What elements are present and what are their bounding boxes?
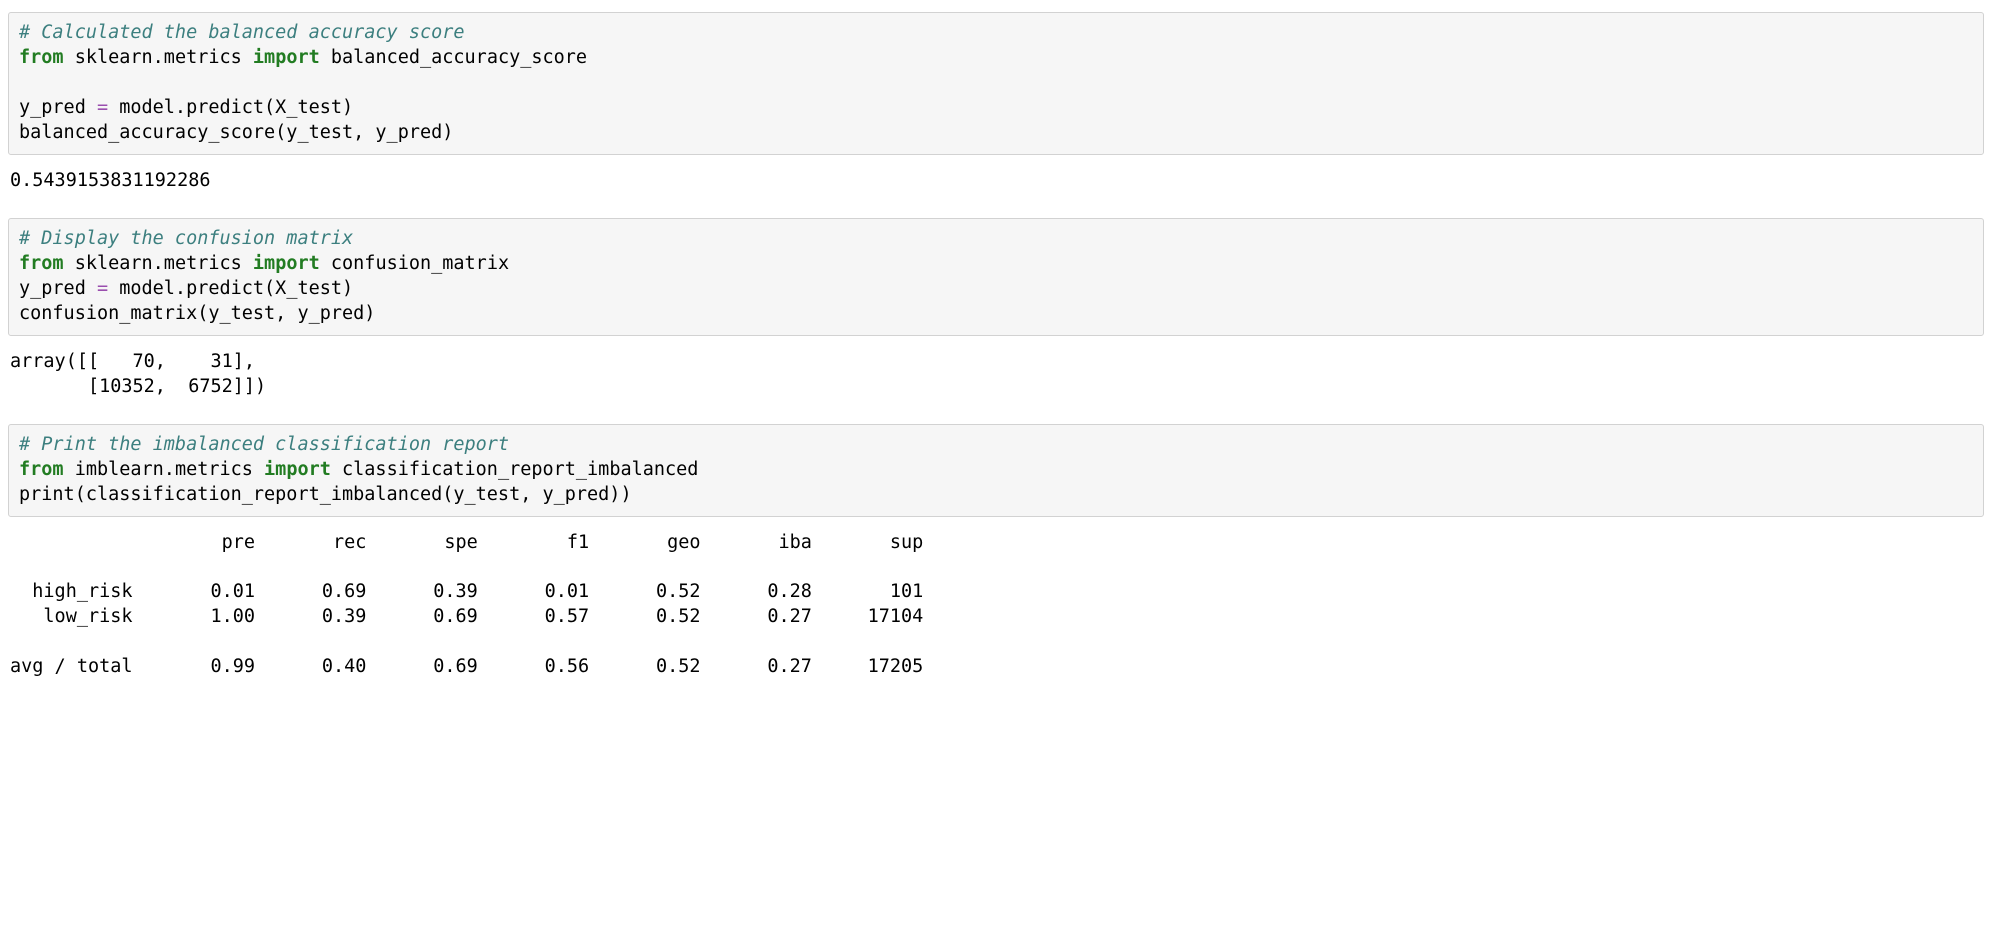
code-text: y_pred	[19, 97, 97, 118]
code-text: confusion_matrix(y_test, y_pred)	[19, 303, 375, 324]
code-cell-1-content: # Calculated the balanced accuracy score…	[19, 21, 1973, 146]
report-header: pre rec spe f1 geo iba sup	[10, 532, 923, 553]
code-cell-3: # Print the imbalanced classification re…	[8, 424, 1984, 517]
keyword-import: import	[253, 253, 320, 274]
output-line: array([[ 70, 31],	[10, 351, 255, 372]
code-cell-2-content: # Display the confusion matrix from skle…	[19, 227, 1973, 327]
import-name: confusion_matrix	[320, 253, 509, 274]
comment-line: # Display the confusion matrix	[19, 228, 353, 249]
keyword-from: from	[19, 459, 64, 480]
code-text: y_pred	[19, 278, 97, 299]
output-1-text: 0.5439153831192286	[10, 169, 1982, 194]
operator-assign: =	[97, 97, 108, 118]
code-text: balanced_accuracy_score(y_test, y_pred)	[19, 122, 453, 143]
keyword-import: import	[264, 459, 331, 480]
output-1: 0.5439153831192286	[8, 165, 1984, 212]
classification-report: pre rec spe f1 geo iba sup high_risk 0.0…	[10, 531, 1982, 681]
code-cell-1: # Calculated the balanced accuracy score…	[8, 12, 1984, 155]
code-cell-2: # Display the confusion matrix from skle…	[8, 218, 1984, 336]
module-name: sklearn.metrics	[64, 253, 253, 274]
keyword-from: from	[19, 47, 64, 68]
keyword-import: import	[253, 47, 320, 68]
comment-line: # Calculated the balanced accuracy score	[19, 22, 465, 43]
code-text: model.predict(X_test)	[108, 97, 353, 118]
output-line: [10352, 6752]])	[10, 376, 266, 397]
operator-assign: =	[97, 278, 108, 299]
code-text: model.predict(X_test)	[108, 278, 353, 299]
report-row-high-risk: high_risk 0.01 0.69 0.39 0.01 0.52 0.28 …	[10, 581, 923, 602]
code-cell-3-content: # Print the imbalanced classification re…	[19, 433, 1973, 508]
report-row-avg-total: avg / total 0.99 0.40 0.69 0.56 0.52 0.2…	[10, 656, 923, 677]
report-row-low-risk: low_risk 1.00 0.39 0.69 0.57 0.52 0.27 1…	[10, 606, 923, 627]
module-name: imblearn.metrics	[64, 459, 264, 480]
keyword-from: from	[19, 253, 64, 274]
import-name: classification_report_imbalanced	[331, 459, 699, 480]
comment-line: # Print the imbalanced classification re…	[19, 434, 509, 455]
module-name: sklearn.metrics	[64, 47, 253, 68]
code-text: print(classification_report_imbalanced(y…	[19, 484, 632, 505]
output-3: pre rec spe f1 geo iba sup high_risk 0.0…	[8, 527, 1984, 699]
import-name: balanced_accuracy_score	[320, 47, 587, 68]
output-2-text: array([[ 70, 31], [10352, 6752]])	[10, 350, 1982, 400]
output-2: array([[ 70, 31], [10352, 6752]])	[8, 346, 1984, 418]
